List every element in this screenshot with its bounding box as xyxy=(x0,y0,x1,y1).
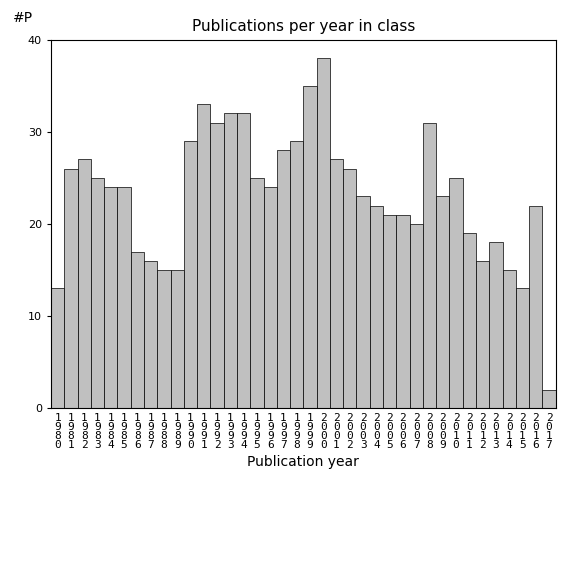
Bar xyxy=(330,159,343,408)
Bar xyxy=(543,390,556,408)
Bar xyxy=(476,261,489,408)
Bar xyxy=(131,252,144,408)
Bar xyxy=(51,289,64,408)
Bar xyxy=(290,141,303,408)
X-axis label: Publication year: Publication year xyxy=(247,455,359,469)
Bar xyxy=(370,205,383,408)
Title: Publications per year in class: Publications per year in class xyxy=(192,19,415,35)
Bar xyxy=(210,122,223,408)
Bar xyxy=(450,178,463,408)
Bar xyxy=(223,113,237,408)
Bar xyxy=(423,122,436,408)
Bar xyxy=(117,187,131,408)
Bar xyxy=(343,168,357,408)
Bar xyxy=(91,178,104,408)
Bar xyxy=(250,178,264,408)
Bar xyxy=(463,233,476,408)
Bar xyxy=(316,58,330,408)
Bar xyxy=(357,196,370,408)
Bar xyxy=(277,150,290,408)
Bar xyxy=(529,205,543,408)
Bar xyxy=(64,168,78,408)
Bar xyxy=(489,242,502,408)
Bar xyxy=(171,270,184,408)
Bar xyxy=(157,270,171,408)
Bar xyxy=(264,187,277,408)
Bar xyxy=(197,104,210,408)
Bar xyxy=(184,141,197,408)
Bar xyxy=(78,159,91,408)
Bar xyxy=(303,86,316,408)
Bar xyxy=(502,270,516,408)
Bar xyxy=(436,196,450,408)
Bar xyxy=(396,215,409,408)
Bar xyxy=(516,289,529,408)
Bar xyxy=(383,215,396,408)
Y-axis label: #P: #P xyxy=(13,11,33,25)
Bar xyxy=(104,187,117,408)
Bar xyxy=(237,113,250,408)
Bar xyxy=(144,261,157,408)
Bar xyxy=(409,224,423,408)
